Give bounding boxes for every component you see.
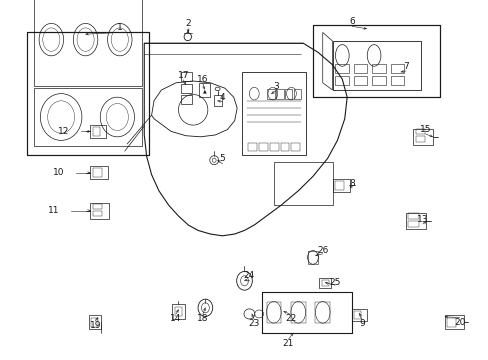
Bar [259,143,267,151]
Bar [93,211,102,216]
Bar [412,129,432,145]
Text: 25: 25 [328,278,340,287]
Text: 18: 18 [197,314,208,323]
Text: 4: 4 [219,93,225,102]
Text: 8: 8 [348,179,354,188]
Bar [261,292,351,333]
Text: 1: 1 [117,22,122,31]
Text: 20: 20 [453,318,465,327]
Text: 9: 9 [358,320,364,328]
Bar [353,64,366,73]
Bar [285,89,292,99]
Text: 17: 17 [177,71,189,80]
Bar [353,76,366,85]
Text: 19: 19 [89,321,101,330]
Text: 15: 15 [419,125,430,134]
Bar [34,88,142,146]
Bar [312,25,439,97]
Bar [334,64,348,73]
Text: 5: 5 [219,154,225,163]
Bar [321,280,328,286]
Bar [267,89,274,99]
Bar [90,203,109,219]
Bar [444,315,463,329]
Text: 6: 6 [348,17,354,26]
Bar [332,41,420,90]
Bar [415,129,425,134]
Bar [390,76,404,85]
Bar [307,251,318,264]
Bar [248,143,257,151]
Bar [371,76,385,85]
Bar [93,127,100,136]
Text: 10: 10 [53,168,64,177]
Bar [291,143,300,151]
Bar [90,166,107,179]
Bar [290,302,305,323]
Bar [172,304,184,319]
Text: 26: 26 [316,246,328,255]
Text: 7: 7 [402,62,408,71]
Text: 23: 23 [248,320,260,328]
Bar [174,307,182,316]
Bar [315,302,329,323]
Bar [261,292,351,333]
Bar [312,25,439,97]
Bar [27,32,149,155]
Bar [415,136,425,142]
Bar [269,143,278,151]
Bar [198,83,210,97]
Bar [407,213,418,219]
Text: ▲: ▲ [202,89,206,94]
Text: 11: 11 [48,206,60,215]
Text: 16: 16 [197,75,208,84]
Bar [390,64,404,73]
Text: 3: 3 [273,82,279,91]
Bar [407,221,418,227]
Bar [213,95,221,106]
Bar [293,89,301,99]
Bar [93,204,102,209]
Bar [334,76,348,85]
Bar [332,179,349,192]
Bar [242,72,305,155]
Bar [181,84,191,93]
Text: 24: 24 [243,271,255,280]
Text: 13: 13 [416,215,428,224]
Text: 21: 21 [282,339,294,348]
Text: 22: 22 [285,314,296,323]
Bar [91,318,98,327]
Text: 14: 14 [170,314,182,323]
Bar [273,162,332,205]
Bar [89,315,101,329]
Bar [181,72,191,81]
Bar [353,311,360,319]
Bar [266,302,281,323]
Bar [371,64,385,73]
Bar [334,181,343,190]
Text: 2: 2 [185,19,191,28]
Bar [93,168,102,177]
Bar [319,278,330,288]
Bar [405,213,426,229]
Text: 12: 12 [58,127,69,136]
Bar [280,143,289,151]
Bar [181,95,191,104]
Bar [351,309,366,321]
Bar [276,89,283,99]
Bar [27,32,149,155]
Bar [34,0,142,86]
Bar [446,318,455,327]
Bar [90,125,106,138]
